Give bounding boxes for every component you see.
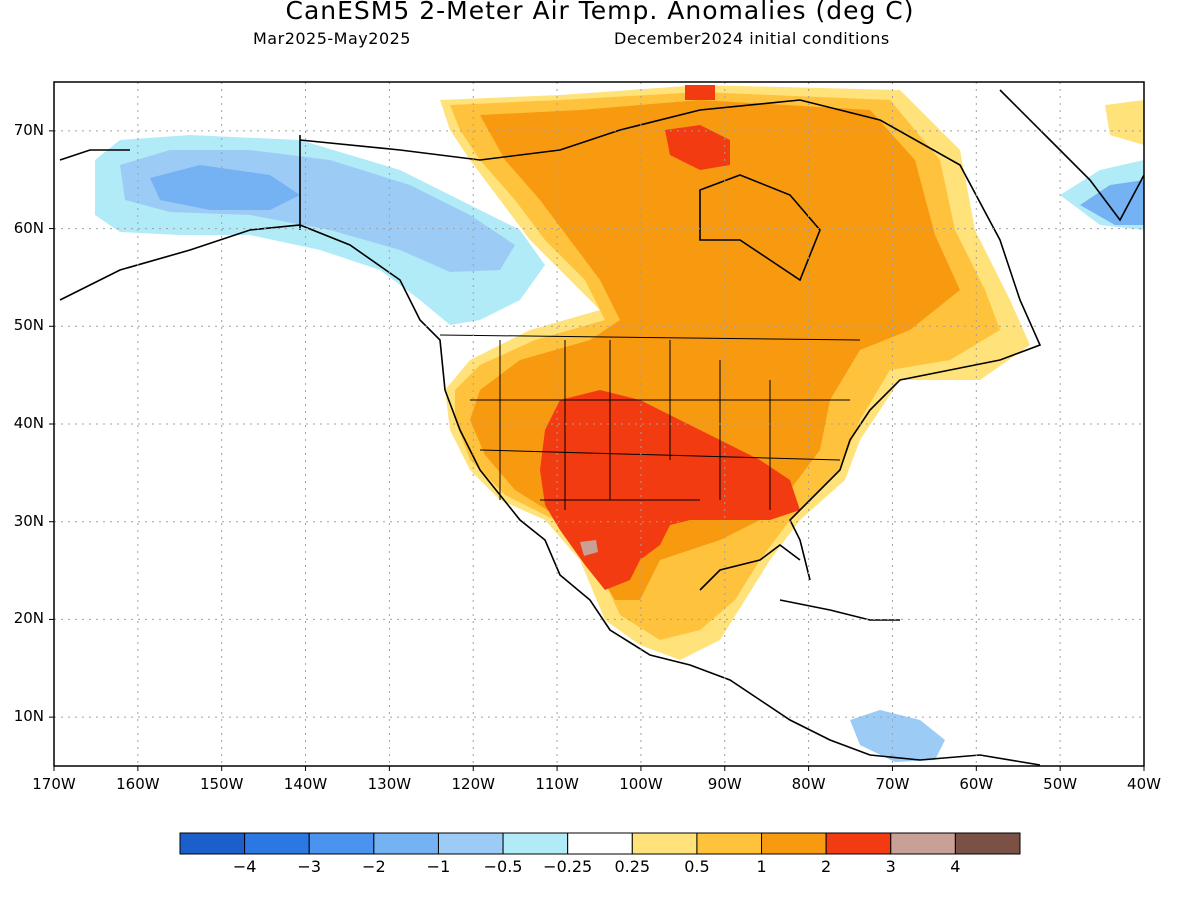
legend-label: −1 <box>426 857 451 876</box>
cold-core-greenland <box>1080 180 1144 225</box>
legend-label: 0.5 <box>684 857 710 876</box>
cold-anomaly-caribbean <box>850 710 945 762</box>
legend-label: −3 <box>297 857 322 876</box>
legend-label: 2 <box>821 857 832 876</box>
lon-label: 40W <box>1127 775 1161 793</box>
map-title: CanESM5 2-Meter Air Temp. Anomalies (deg… <box>285 0 915 25</box>
legend-swatch <box>373 832 439 855</box>
legend-label: 1 <box>756 857 767 876</box>
axis-ticks <box>49 130 1145 771</box>
lat-label: 20N <box>13 609 44 628</box>
legend-swatch <box>631 832 698 855</box>
lat-label: 40N <box>13 414 44 432</box>
lat-label: 10N <box>13 707 44 726</box>
lon-label: 130W <box>367 775 412 793</box>
color-legend <box>179 832 1021 855</box>
warm-anomaly-greenland <box>1105 100 1144 145</box>
legend-label: 3 <box>885 857 896 876</box>
legend-swatch <box>179 832 246 855</box>
legend-swatch <box>954 832 1021 855</box>
lon-label: 150W <box>199 775 244 793</box>
legend-swatch <box>308 832 375 855</box>
lon-label: 50W <box>1043 775 1078 793</box>
legend-label: −0.25 <box>543 857 593 876</box>
legend-swatch <box>502 832 569 855</box>
legend-swatch <box>825 832 892 855</box>
extreme-anomaly-spot <box>580 540 598 556</box>
lon-label: 80W <box>791 775 826 793</box>
lat-label: 70N <box>13 120 44 139</box>
cold-core-alaska <box>150 165 300 210</box>
legend-swatch <box>567 832 633 855</box>
hot-anomaly-arctic <box>665 125 730 170</box>
coastlines <box>59 89 1144 766</box>
legend-label: 0.25 <box>614 857 651 876</box>
hot-anomaly-arctic-2 <box>685 85 715 100</box>
forecast-period: Mar2025-May2025 <box>253 29 411 48</box>
lat-label: 30N <box>13 511 44 530</box>
lon-label: 140W <box>283 775 328 793</box>
legend-swatch <box>761 832 827 855</box>
lon-label: 170W <box>32 775 76 793</box>
legend-swatch <box>437 832 504 855</box>
legend-swatch <box>890 832 956 855</box>
lon-label: 60W <box>959 775 994 793</box>
legend-swatch <box>244 832 310 855</box>
hot-anomaly-2 <box>540 390 800 590</box>
lat-label: 50N <box>13 316 44 335</box>
lon-label: 90W <box>707 775 742 793</box>
initial-conditions: December2024 initial conditions <box>614 29 890 48</box>
lon-label: 70W <box>875 775 910 793</box>
legend-label: −4 <box>232 857 257 876</box>
lat-label: 60N <box>13 218 44 237</box>
legend-label: 4 <box>950 857 961 876</box>
anomaly-shading <box>54 82 1144 766</box>
lon-label: 110W <box>535 775 579 793</box>
state-borders <box>439 334 861 510</box>
gridlines <box>54 82 1144 766</box>
legend-label: −0.5 <box>483 857 523 876</box>
lon-label: 120W <box>451 775 495 793</box>
legend-label: −2 <box>362 857 386 876</box>
lon-label: 160W <box>116 775 160 793</box>
legend-swatch <box>696 832 763 855</box>
lon-label: 100W <box>619 775 663 793</box>
